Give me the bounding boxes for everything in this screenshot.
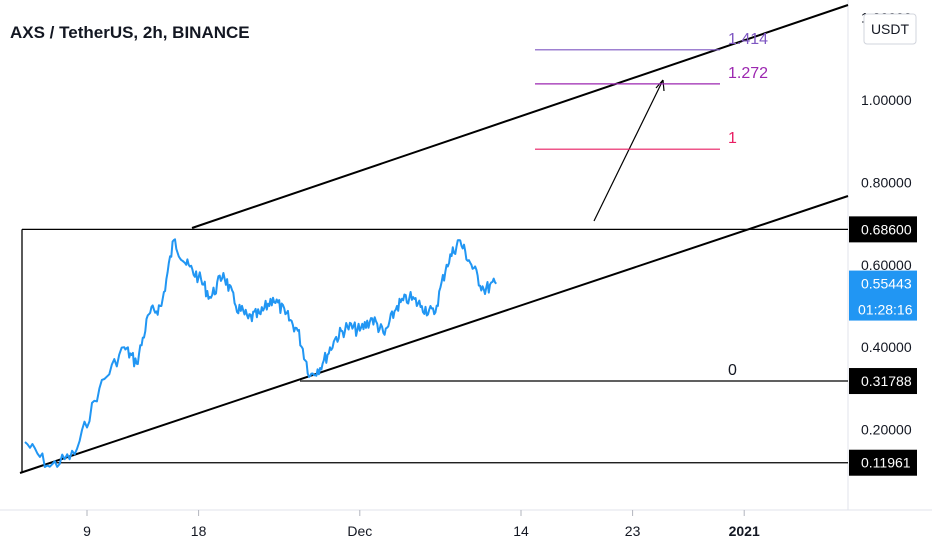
y-tick-label: 0.60000	[861, 257, 912, 273]
y-tick-label: 1.00000	[861, 92, 912, 108]
x-tick-label: 14	[513, 523, 529, 539]
last-price-tag-box	[849, 270, 917, 321]
y-tick-label: 0.80000	[861, 174, 912, 190]
countdown-label: 01:28:16	[858, 302, 913, 318]
price-line	[24, 238, 497, 468]
fib-level-label: 1	[728, 130, 737, 147]
chart-title: AXS / TetherUS, 2h, BINANCE	[10, 23, 250, 42]
projection-arrow	[593, 79, 664, 222]
y-tick-label: 0.20000	[861, 422, 912, 438]
price-tag-label: 0.11961	[861, 455, 911, 471]
price-tag-label: 0.68600	[861, 221, 912, 237]
price-tag-label: 0.31788	[861, 373, 912, 389]
price-tag-box	[849, 449, 917, 476]
price-tags: 0.68600 0.31788 0.11961 0.55443 01:28:16	[849, 216, 917, 476]
drawings[interactable]: 1.414 1.272 1 0	[19, 4, 849, 474]
fib-level-label: 1.414	[728, 31, 768, 48]
x-tick-label: 9	[83, 523, 91, 539]
lower-trendline	[19, 195, 849, 474]
time-axis[interactable]: 9 18 Dec 14 23 2021	[0, 509, 932, 539]
price-series	[24, 238, 497, 468]
y-tick-label: 0.40000	[861, 339, 912, 355]
price-tag-box	[849, 216, 917, 243]
price-tag-box	[849, 368, 917, 395]
last-price-label: 0.55443	[861, 276, 912, 292]
fib-level-label: 0	[728, 362, 737, 379]
fib-level-label: 1.272	[728, 65, 768, 82]
currency-button-frame	[863, 13, 917, 45]
x-tick-label: Dec	[347, 523, 372, 539]
currency-button[interactable]: USDT	[863, 13, 917, 45]
x-tick-label: 23	[625, 523, 641, 539]
currency-button-label: USDT	[871, 21, 910, 37]
x-tick-label: 2021	[729, 523, 760, 539]
upper-trendline	[191, 4, 849, 229]
x-tick-label: 18	[191, 523, 207, 539]
price-axis[interactable]: 1.200001.000000.800000.600000.400000.200…	[847, 0, 912, 510]
